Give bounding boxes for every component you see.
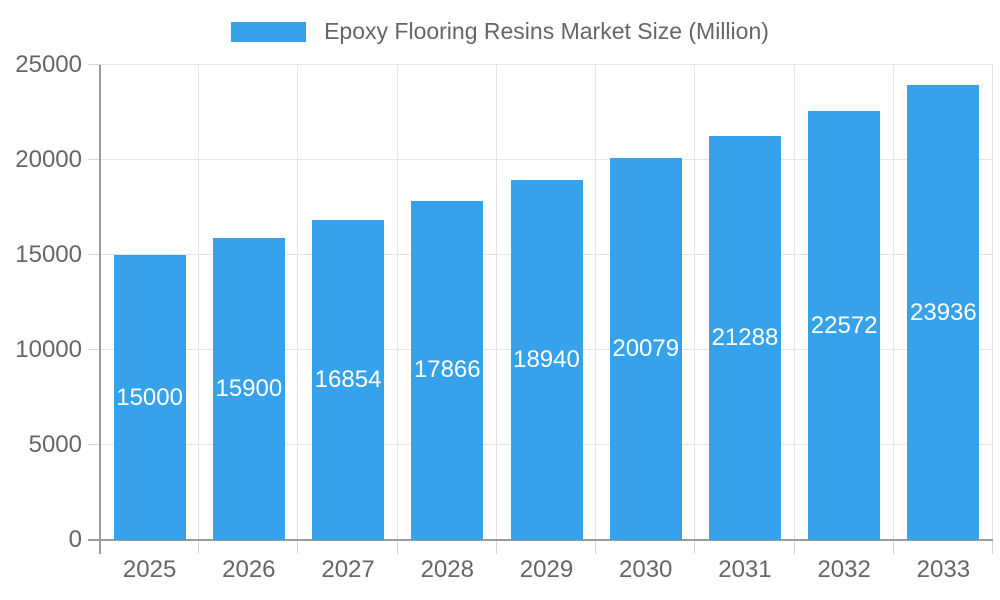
bar-value-label: 15000 [116, 383, 183, 411]
x-tick-label: 2025 [122, 556, 177, 583]
bar [212, 237, 285, 540]
x-tick-mark [198, 540, 200, 554]
x-gridline [495, 65, 497, 540]
legend-item[interactable]: Epoxy Flooring Resins Market Size (Milli… [0, 18, 1000, 45]
bar-value-label: 18940 [513, 346, 580, 374]
y-tick-label: 5000 [28, 431, 82, 458]
bar [907, 85, 980, 540]
x-tick-label: 2029 [519, 556, 574, 583]
x-gridline [892, 65, 894, 540]
x-tick-mark [793, 540, 795, 554]
bar [808, 111, 881, 540]
x-tick-mark [396, 540, 398, 554]
x-gridline [992, 65, 993, 540]
x-tick-mark [297, 540, 299, 554]
y-tick-label: 25000 [15, 51, 82, 78]
bar [312, 219, 385, 540]
x-gridline [595, 65, 597, 540]
bar-value-label: 17866 [413, 356, 481, 384]
bar-value-label: 23936 [910, 298, 977, 326]
bar-value-label: 21288 [711, 323, 779, 351]
bar-value-label: 20079 [612, 335, 680, 363]
y-tick-mark [88, 64, 100, 65]
bar [411, 200, 484, 540]
y-tick-mark [88, 159, 100, 160]
x-tick-label: 2027 [321, 556, 375, 583]
x-gridline [198, 65, 200, 540]
x-axis-line [88, 539, 993, 541]
bar-value-label: 15900 [215, 374, 283, 402]
y-tick-mark [88, 349, 100, 350]
y-tick-label: 20000 [15, 146, 82, 173]
x-tick-mark [495, 540, 497, 554]
x-tick-mark [694, 540, 696, 554]
legend-label: Epoxy Flooring Resins Market Size (Milli… [324, 18, 769, 44]
x-tick-label: 2026 [222, 556, 276, 583]
bar [510, 180, 583, 540]
x-gridline [793, 65, 795, 540]
x-tick-label: 2031 [718, 556, 772, 583]
x-tick-label: 2030 [619, 556, 673, 583]
x-gridline [297, 65, 299, 540]
bar [708, 135, 781, 540]
bar [113, 255, 186, 540]
x-tick-label: 2028 [420, 556, 474, 583]
bar [609, 158, 682, 540]
plot-area: 0 5000 10000 15000 20000 25000 15000 2025 15900 2… [15, 52, 993, 583]
legend-swatch [231, 21, 307, 42]
x-tick-label: 2032 [817, 556, 871, 583]
y-tick-label: 15000 [15, 241, 82, 268]
y-tick-label: 0 [68, 526, 82, 553]
x-gridline [396, 65, 398, 540]
x-tick-mark [992, 540, 993, 554]
y-tick-mark [88, 444, 100, 445]
y-gridline [100, 159, 993, 160]
y-gridline [100, 64, 993, 65]
bar-value-label: 16854 [314, 365, 382, 393]
x-gridline [694, 65, 696, 540]
x-tick-mark [595, 540, 597, 554]
x-tick-label: 2033 [916, 556, 971, 583]
y-axis-line [99, 65, 101, 554]
y-tick-mark [88, 254, 100, 255]
x-tick-mark [892, 540, 894, 554]
y-tick-label: 10000 [15, 336, 82, 363]
bar-value-label: 22572 [810, 311, 878, 339]
